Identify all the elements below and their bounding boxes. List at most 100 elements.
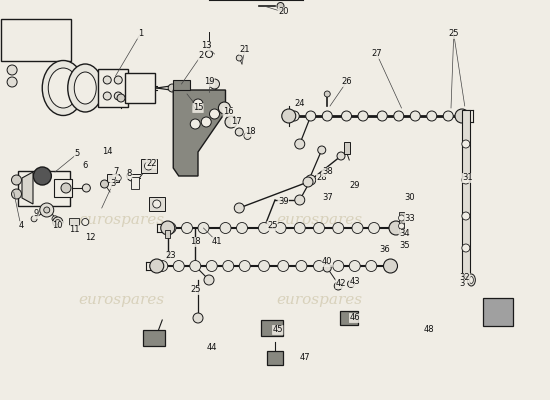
Ellipse shape	[42, 60, 84, 116]
Text: 17: 17	[231, 118, 242, 126]
Circle shape	[145, 162, 152, 170]
Bar	[125, 73, 155, 103]
Text: 15: 15	[192, 104, 204, 112]
Circle shape	[168, 84, 176, 92]
Circle shape	[201, 117, 211, 127]
Bar	[140, 159, 157, 173]
Text: 27: 27	[371, 50, 382, 58]
Text: 31: 31	[462, 174, 473, 182]
Circle shape	[7, 65, 17, 75]
Polygon shape	[22, 172, 33, 204]
Text: 46: 46	[349, 314, 360, 322]
Text: 24: 24	[294, 100, 305, 108]
Circle shape	[150, 259, 164, 273]
Circle shape	[324, 91, 330, 97]
Bar	[143, 330, 165, 346]
Circle shape	[206, 50, 212, 58]
Circle shape	[173, 260, 184, 272]
Text: 23: 23	[165, 252, 176, 260]
Circle shape	[295, 139, 305, 149]
Circle shape	[165, 222, 176, 234]
Text: 35: 35	[399, 242, 410, 250]
Circle shape	[289, 111, 299, 121]
Circle shape	[44, 207, 50, 213]
Circle shape	[366, 260, 377, 272]
Text: 19: 19	[204, 78, 214, 86]
Text: 10: 10	[52, 222, 63, 230]
Text: 28: 28	[316, 174, 327, 182]
Circle shape	[349, 260, 360, 272]
Bar	[399, 212, 404, 232]
Bar	[107, 174, 119, 182]
Circle shape	[399, 215, 404, 221]
Circle shape	[410, 111, 420, 121]
Text: 22: 22	[146, 160, 157, 168]
Bar	[131, 177, 139, 189]
Text: 9: 9	[33, 210, 39, 218]
Circle shape	[318, 146, 326, 154]
Circle shape	[462, 140, 470, 148]
Text: 14: 14	[102, 148, 113, 156]
Text: 32: 32	[459, 274, 470, 282]
Text: 38: 38	[322, 168, 333, 176]
Circle shape	[462, 212, 470, 220]
Bar	[340, 311, 358, 325]
Bar	[165, 230, 170, 238]
Text: 43: 43	[349, 278, 360, 286]
Circle shape	[223, 260, 234, 272]
Circle shape	[103, 76, 111, 84]
Circle shape	[455, 109, 469, 123]
Text: 44: 44	[206, 344, 217, 352]
Circle shape	[103, 92, 111, 100]
Text: 3: 3	[459, 280, 465, 288]
Text: 42: 42	[336, 280, 346, 288]
Circle shape	[314, 222, 324, 234]
Circle shape	[12, 189, 21, 199]
Circle shape	[348, 280, 354, 288]
Text: 21: 21	[239, 46, 250, 54]
Text: 7: 7	[113, 168, 118, 176]
Circle shape	[399, 223, 404, 229]
Circle shape	[239, 260, 250, 272]
Circle shape	[352, 222, 363, 234]
Text: 25: 25	[267, 222, 278, 230]
Circle shape	[55, 220, 60, 224]
Text: 45: 45	[272, 326, 283, 334]
Ellipse shape	[469, 276, 474, 284]
Ellipse shape	[74, 72, 96, 104]
Text: 16: 16	[223, 108, 234, 116]
Text: eurospares: eurospares	[78, 213, 164, 227]
Circle shape	[389, 221, 403, 235]
Circle shape	[358, 111, 368, 121]
Circle shape	[275, 222, 286, 234]
Circle shape	[314, 260, 324, 272]
Circle shape	[40, 203, 54, 217]
Circle shape	[277, 2, 284, 10]
Circle shape	[333, 260, 344, 272]
Circle shape	[462, 176, 470, 184]
Text: 40: 40	[322, 258, 333, 266]
Circle shape	[282, 109, 296, 123]
Text: 13: 13	[201, 42, 212, 50]
Bar	[148, 197, 165, 211]
Circle shape	[306, 175, 316, 185]
Text: 34: 34	[399, 230, 410, 238]
Circle shape	[368, 222, 379, 234]
Bar	[18, 170, 70, 206]
Circle shape	[443, 111, 453, 121]
Text: 41: 41	[212, 238, 223, 246]
Text: eurospares: eurospares	[78, 293, 164, 307]
Circle shape	[61, 183, 71, 193]
Circle shape	[101, 180, 108, 188]
Circle shape	[204, 275, 214, 285]
Text: 25: 25	[448, 30, 459, 38]
Text: 12: 12	[85, 234, 96, 242]
Circle shape	[53, 217, 63, 227]
Ellipse shape	[468, 274, 475, 286]
Circle shape	[58, 77, 68, 87]
Text: 3: 3	[110, 180, 115, 188]
Circle shape	[12, 175, 21, 185]
Circle shape	[337, 152, 345, 160]
Circle shape	[210, 109, 219, 119]
Bar	[261, 320, 283, 336]
